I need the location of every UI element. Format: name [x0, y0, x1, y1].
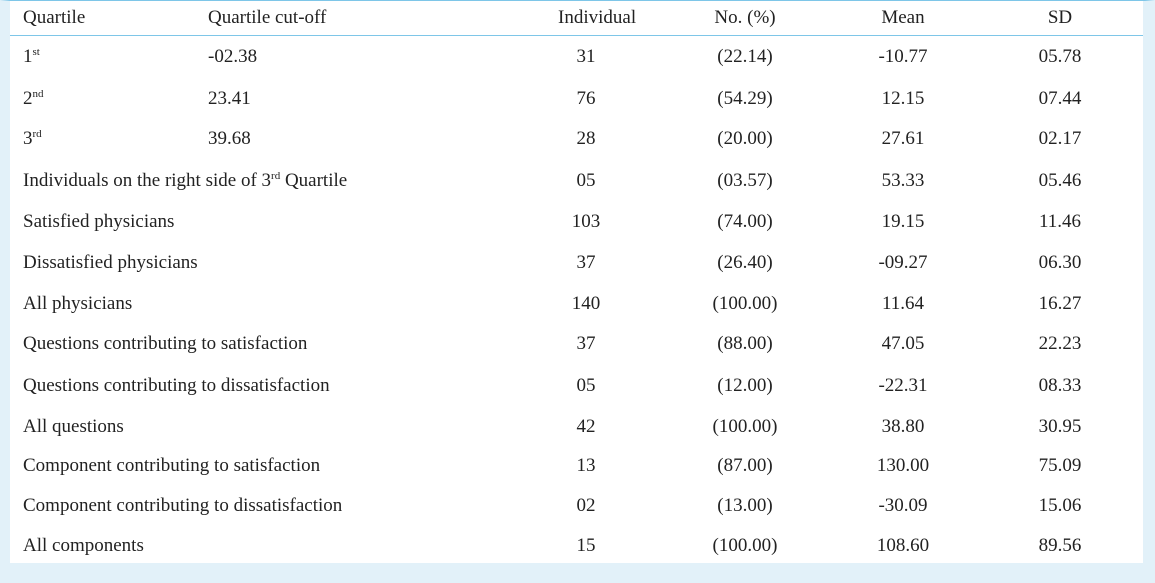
row-percent: (100.00) — [712, 293, 778, 314]
row-label: All physicians — [23, 293, 133, 314]
table-row: Individuals on the right side of 3rd Qua… — [10, 165, 1143, 197]
row-label: Satisfied physicians — [23, 211, 175, 232]
row-label: All components — [23, 535, 144, 556]
row-percent: (26.40) — [717, 252, 773, 273]
row-mean: 47.05 — [881, 333, 925, 354]
row-mean: -22.31 — [878, 375, 928, 396]
row-individual: 13 — [576, 455, 596, 476]
row-label: 1st — [23, 46, 40, 67]
row-sd: 75.09 — [1038, 455, 1082, 476]
header-percent: No. (%) — [714, 7, 776, 28]
row-sd: 30.95 — [1038, 416, 1082, 437]
header-individual: Individual — [558, 7, 637, 28]
row-mean: 27.61 — [881, 128, 925, 149]
header-mean: Mean — [881, 7, 925, 28]
row-percent: (20.00) — [717, 128, 773, 149]
table-row: Questions contributing to satisfaction 3… — [10, 328, 1143, 360]
row-sd: 11.46 — [1038, 211, 1082, 232]
header-quartile: Quartile — [23, 7, 86, 28]
table-row: 2nd 23.41 76 (54.29) 12.15 07.44 — [10, 83, 1143, 115]
row-sd: 02.17 — [1038, 128, 1082, 149]
row-individual: 42 — [576, 416, 596, 437]
row-label: Component contributing to dissatisfactio… — [23, 495, 343, 516]
data-table: Quartile Quartile cut-off Individual No.… — [10, 1, 1143, 563]
table-row: Questions contributing to dissatisfactio… — [10, 370, 1143, 402]
row-percent: (13.00) — [717, 495, 773, 516]
row-cutoff: 39.68 — [208, 128, 251, 149]
row-mean: 53.33 — [881, 170, 925, 191]
header-divider — [10, 35, 1143, 36]
row-sd: 15.06 — [1038, 495, 1082, 516]
row-cutoff: 23.41 — [208, 88, 251, 109]
row-mean: 11.64 — [881, 293, 925, 314]
row-sd: 08.33 — [1038, 375, 1082, 396]
row-percent: (100.00) — [712, 416, 778, 437]
row-percent: (87.00) — [717, 455, 773, 476]
row-mean: 130.00 — [876, 455, 930, 476]
row-mean: 19.15 — [881, 211, 925, 232]
row-mean: -10.77 — [878, 46, 928, 67]
row-label: Questions contributing to dissatisfactio… — [23, 375, 330, 396]
row-label: All questions — [23, 416, 124, 437]
row-label: 2nd — [23, 88, 44, 109]
row-sd: 05.78 — [1038, 46, 1082, 67]
row-individual: 103 — [571, 211, 601, 232]
row-individual: 05 — [576, 170, 596, 191]
row-individual: 15 — [576, 535, 596, 556]
row-individual: 76 — [576, 88, 596, 109]
row-percent: (100.00) — [712, 535, 778, 556]
row-label: Individuals on the right side of 3rd Qua… — [23, 170, 348, 191]
table-row: All components 15 (100.00) 108.60 89.56 — [10, 530, 1143, 562]
row-percent: (12.00) — [717, 375, 773, 396]
row-percent: (54.29) — [717, 88, 773, 109]
row-label: Questions contributing to satisfaction — [23, 333, 308, 354]
row-individual: 05 — [576, 375, 596, 396]
row-percent: (74.00) — [717, 211, 773, 232]
row-sd: 06.30 — [1038, 252, 1082, 273]
row-mean: 108.60 — [876, 535, 930, 556]
row-label: Component contributing to satisfaction — [23, 455, 321, 476]
row-sd: 16.27 — [1038, 293, 1082, 314]
row-percent: (03.57) — [717, 170, 773, 191]
row-mean: 38.80 — [881, 416, 925, 437]
row-individual: 28 — [576, 128, 596, 149]
row-percent: (88.00) — [717, 333, 773, 354]
row-sd: 05.46 — [1038, 170, 1082, 191]
table-row: All physicians 140 (100.00) 11.64 16.27 — [10, 288, 1143, 320]
row-individual: 140 — [571, 293, 601, 314]
row-mean: -09.27 — [878, 252, 928, 273]
header-quartile-cutoff: Quartile cut-off — [208, 7, 327, 28]
row-individual: 37 — [576, 333, 596, 354]
row-sd: 89.56 — [1038, 535, 1082, 556]
table-row: All questions 42 (100.00) 38.80 30.95 — [10, 411, 1143, 443]
table-row: 1st -02.38 31 (22.14) -10.77 05.78 — [10, 41, 1143, 73]
row-sd: 22.23 — [1038, 333, 1082, 354]
row-cutoff: -02.38 — [208, 46, 258, 67]
row-label: Dissatisfied physicians — [23, 252, 198, 273]
table-row: Satisfied physicians 103 (74.00) 19.15 1… — [10, 206, 1143, 238]
table-header-row: Quartile Quartile cut-off Individual No.… — [10, 2, 1143, 34]
table-row: Component contributing to dissatisfactio… — [10, 490, 1143, 522]
row-label: 3rd — [23, 128, 42, 149]
row-mean: -30.09 — [878, 495, 928, 516]
row-individual: 37 — [576, 252, 596, 273]
row-individual: 02 — [576, 495, 596, 516]
table-row: Component contributing to satisfaction 1… — [10, 450, 1143, 482]
row-percent: (22.14) — [717, 46, 773, 67]
row-individual: 31 — [576, 46, 596, 67]
row-sd: 07.44 — [1038, 88, 1082, 109]
table-row: Dissatisfied physicians 37 (26.40) -09.2… — [10, 247, 1143, 279]
table-row: 3rd 39.68 28 (20.00) 27.61 02.17 — [10, 123, 1143, 155]
row-mean: 12.15 — [881, 88, 925, 109]
header-sd: SD — [1047, 7, 1073, 28]
